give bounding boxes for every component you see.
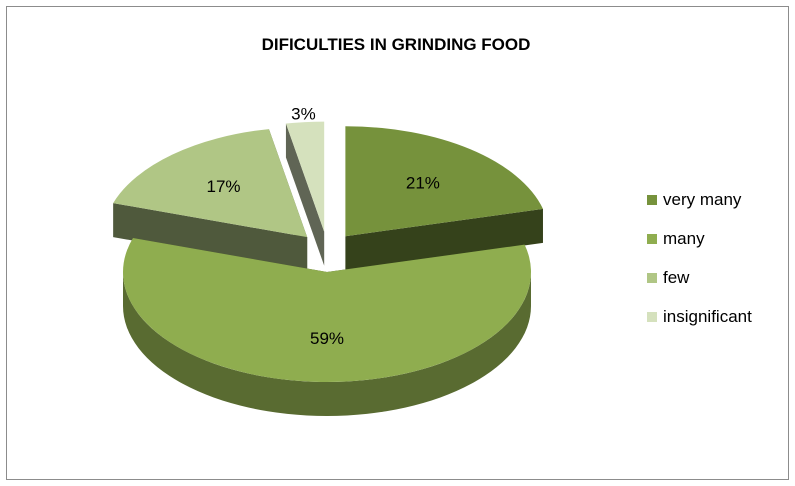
legend-label-few: few <box>663 268 690 287</box>
legend-label-insignificant: insignificant <box>663 307 752 326</box>
slice-label-few: 17% <box>207 177 241 196</box>
slice-insignificant <box>285 121 325 266</box>
slice-label-insignificant: 3% <box>291 104 316 123</box>
slice-wall-many-0 <box>123 272 531 416</box>
chart-title: DIFICULTIES IN GRINDING FOOD <box>262 35 531 54</box>
legend: very many many few insignificant <box>647 190 752 326</box>
slice-labels: 21% 59% 17% 3% <box>207 104 440 348</box>
slice-side-very-many-1 <box>345 208 543 271</box>
legend-item-few: few <box>647 268 690 287</box>
slice-many <box>123 238 531 416</box>
legend-swatch-many <box>647 234 657 244</box>
legend-swatch-few <box>647 273 657 283</box>
slice-top-many <box>123 238 531 382</box>
chart-area: DIFICULTIES IN GRINDING FOOD 21% 59% 17% 3%… <box>6 6 789 480</box>
legend-label-many: many <box>663 229 705 248</box>
slice-few <box>113 129 308 272</box>
slice-top-very-many <box>345 126 543 237</box>
legend-item-very-many: very many <box>647 190 742 209</box>
slice-side-insignificant-0 <box>285 123 325 266</box>
slice-label-many: 59% <box>310 329 344 348</box>
slice-top-few <box>113 129 308 238</box>
legend-swatch-insignificant <box>647 312 657 322</box>
pie-slices <box>113 121 543 416</box>
slice-top-insignificant <box>285 121 325 232</box>
pie-chart: DIFICULTIES IN GRINDING FOOD 21% 59% 17% 3%… <box>113 35 752 416</box>
slice-side-few-0 <box>113 203 308 272</box>
legend-item-many: many <box>647 229 705 248</box>
slice-label-very-many: 21% <box>406 173 440 192</box>
slice-very-many <box>345 126 543 271</box>
legend-label-very-many: very many <box>663 190 742 209</box>
legend-swatch-very-many <box>647 195 657 205</box>
legend-item-insignificant: insignificant <box>647 307 752 326</box>
